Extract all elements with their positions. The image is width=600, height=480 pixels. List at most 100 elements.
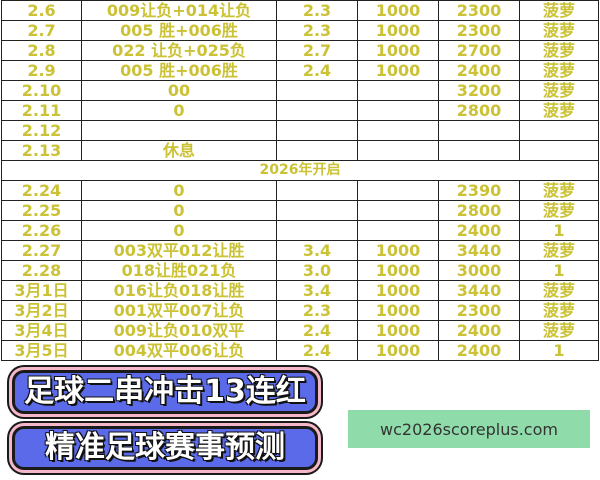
cell-date: 2.7 [1,20,82,41]
table-row: 2.13 休息 [1,140,599,161]
cell-stake [357,140,439,161]
cell-stake [357,80,439,101]
cell-odds: 2.3 [276,300,358,321]
cell-result: 菠萝 [519,60,599,81]
cell-bet: 005 胜+006胜 [81,20,277,41]
cell-odds [276,100,358,121]
cell-bet: 004双平006让负 [81,340,277,361]
cell-date: 2.24 [1,180,82,201]
cell-stake: 1000 [357,20,439,41]
cell-result [519,120,599,141]
cell-result: 菠萝 [519,180,599,201]
cell-result: 菠萝 [519,240,599,261]
cell-odds: 3.4 [276,240,358,261]
cell-stake: 1000 [357,60,439,81]
section-label: 2026年开启 [1,160,599,181]
cell-bet: 休息 [81,140,277,161]
cell-odds: 2.7 [276,40,358,61]
cell-stake: 1000 [357,240,439,261]
cell-result: 菠萝 [519,320,599,341]
cell-result: 1 [519,260,599,281]
cell-return [438,120,520,141]
promo-banner-top: 足球二串冲击13连红 [12,370,318,414]
cell-return: 3000 [438,260,520,281]
cell-result: 菠萝 [519,0,599,21]
cell-date: 2.27 [1,240,82,261]
cell-odds [276,80,358,101]
cell-odds: 3.0 [276,260,358,281]
cell-result: 菠萝 [519,40,599,61]
table-row: 2.11 0 2800 菠萝 [1,100,599,121]
cell-result: 1 [519,340,599,361]
cell-date: 2.9 [1,60,82,81]
cell-stake: 1000 [357,280,439,301]
cell-return: 3440 [438,280,520,301]
results-table: 2.6 009让负+014让负 2.3 1000 2300 菠萝 2.7 005 胜+006胜… [1,0,599,361]
cell-result: 菠萝 [519,200,599,221]
cell-result: 菠萝 [519,20,599,41]
cell-bet: 0 [81,180,277,201]
table-row: 2.28 018让胜021负 3.0 1000 3000 1 [1,260,599,281]
table-row: 2.12 [1,120,599,141]
table-row: 3月2日 001双平007让负 2.3 1000 2300 菠萝 [1,300,599,321]
cell-stake: 1000 [357,0,439,21]
cell-stake: 1000 [357,320,439,341]
cell-bet: 003双平012让胜 [81,240,277,261]
cell-result [519,140,599,161]
cell-stake: 1000 [357,40,439,61]
table-row: 2.26 0 2400 1 [1,220,599,241]
cell-odds [276,180,358,201]
table-row: 2.7 005 胜+006胜 2.3 1000 2300 菠萝 [1,20,599,41]
cell-date: 2.25 [1,200,82,221]
cell-return: 3440 [438,240,520,261]
table-row: 3月1日 016让负018让胜 3.4 1000 3440 菠萝 [1,280,599,301]
cell-stake: 1000 [357,340,439,361]
cell-odds: 3.4 [276,280,358,301]
cell-result: 菠萝 [519,100,599,121]
table-row: 2.10 00 3200 菠萝 [1,80,599,101]
cell-date: 2.6 [1,0,82,21]
cell-stake [357,200,439,221]
cell-date: 2.13 [1,140,82,161]
cell-odds: 2.4 [276,320,358,341]
cell-date: 2.12 [1,120,82,141]
cell-return: 2400 [438,60,520,81]
cell-odds: 2.4 [276,60,358,81]
cell-date: 3月4日 [1,320,82,341]
cell-stake [357,100,439,121]
section-row: 2026年开启 [1,160,599,181]
cell-odds: 2.4 [276,340,358,361]
cell-bet: 0 [81,220,277,241]
cell-result: 菠萝 [519,300,599,321]
cell-return: 2700 [438,40,520,61]
cell-bet: 022 让负+025负 [81,40,277,61]
cell-bet: 00 [81,80,277,101]
watermark: wc2026scoreplus.com [348,410,590,448]
cell-date: 2.26 [1,220,82,241]
cell-return: 2800 [438,200,520,221]
cell-odds: 2.3 [276,0,358,21]
cell-bet: 005 胜+006胜 [81,60,277,81]
cell-date: 2.8 [1,40,82,61]
cell-return [438,140,520,161]
cell-return: 2300 [438,0,520,21]
cell-result: 1 [519,220,599,241]
cell-return: 2300 [438,20,520,41]
cell-date: 2.28 [1,260,82,281]
table-row: 2.27 003双平012让胜 3.4 1000 3440 菠萝 [1,240,599,261]
cell-bet: 0 [81,100,277,121]
cell-odds [276,200,358,221]
table-row: 2.6 009让负+014让负 2.3 1000 2300 菠萝 [1,0,599,21]
table-row: 2.9 005 胜+006胜 2.4 1000 2400 菠萝 [1,60,599,81]
cell-return: 2300 [438,300,520,321]
cell-stake [357,180,439,201]
cell-stake: 1000 [357,260,439,281]
cell-date: 2.10 [1,80,82,101]
cell-date: 3月5日 [1,340,82,361]
cell-return: 2400 [438,320,520,341]
table-row: 2.24 0 2390 菠萝 [1,180,599,201]
cell-bet: 016让负018让胜 [81,280,277,301]
cell-bet [81,120,277,141]
cell-stake: 1000 [357,300,439,321]
cell-result: 菠萝 [519,280,599,301]
